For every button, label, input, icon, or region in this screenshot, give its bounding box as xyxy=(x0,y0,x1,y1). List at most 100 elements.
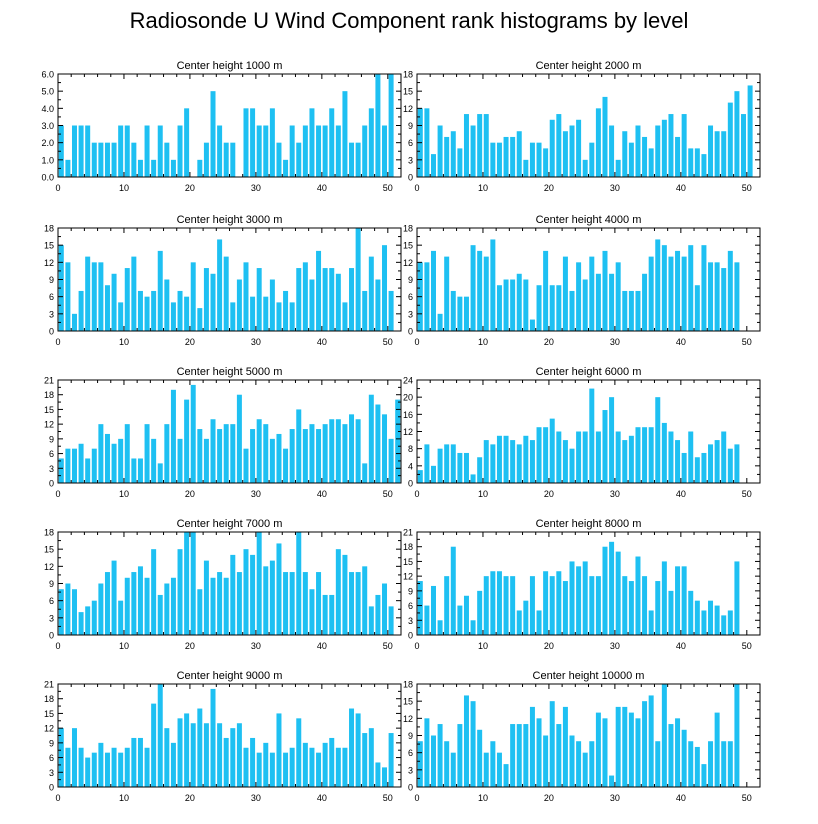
histogram-bar xyxy=(708,125,714,177)
histogram-bar xyxy=(655,239,661,331)
histogram-bar xyxy=(516,724,522,787)
x-tick-label: 50 xyxy=(383,183,393,193)
histogram-bar xyxy=(701,764,707,787)
histogram-bar xyxy=(609,775,615,787)
histogram-bar xyxy=(727,448,733,483)
histogram-bar xyxy=(510,136,516,177)
histogram-bar xyxy=(688,148,694,177)
histogram-bar xyxy=(203,268,209,331)
histogram-bar xyxy=(523,724,529,787)
y-tick-label: 21 xyxy=(44,680,54,690)
histogram-bar xyxy=(157,125,163,177)
histogram-bar xyxy=(85,757,91,787)
histogram-bar xyxy=(197,159,203,177)
histogram-bar xyxy=(302,572,308,635)
histogram-bar xyxy=(289,429,295,483)
histogram-bar xyxy=(368,256,374,331)
histogram-bar xyxy=(104,433,110,483)
histogram-bar xyxy=(71,125,77,177)
histogram-bar xyxy=(503,764,509,787)
histogram-bar xyxy=(137,159,143,177)
histogram-bar xyxy=(642,427,648,483)
histogram-bar xyxy=(543,735,549,787)
panel-title: Center height 3000 m xyxy=(177,214,283,226)
histogram-bar xyxy=(263,424,269,483)
histogram-bar xyxy=(688,741,694,787)
histogram-bar xyxy=(635,427,641,483)
y-tick-label: 15 xyxy=(403,697,413,707)
histogram-bar xyxy=(104,572,110,635)
histogram-bar xyxy=(269,752,275,787)
x-tick-label: 10 xyxy=(119,489,129,499)
histogram-bar xyxy=(342,424,348,483)
x-tick-label: 50 xyxy=(742,793,752,803)
histogram-bar xyxy=(98,583,104,635)
histogram-bar xyxy=(118,125,124,177)
histogram-bar xyxy=(329,737,335,787)
histogram-bar xyxy=(615,431,621,483)
x-tick-label: 40 xyxy=(317,489,327,499)
x-tick-label: 50 xyxy=(742,641,752,651)
histogram-bar xyxy=(496,285,502,331)
histogram-bar xyxy=(589,142,595,177)
histogram-bar xyxy=(536,610,542,635)
histogram-bar xyxy=(85,606,91,635)
histogram-bar xyxy=(177,549,183,635)
histogram-bar xyxy=(395,399,401,483)
histogram-bar xyxy=(217,572,223,635)
histogram-bar xyxy=(628,142,634,177)
histogram-bar xyxy=(477,590,483,635)
histogram-bar xyxy=(483,752,489,787)
histogram-bar xyxy=(349,708,355,787)
histogram-bar xyxy=(595,273,601,331)
histogram-bar xyxy=(230,424,236,483)
histogram-bar xyxy=(661,684,667,787)
histogram-bar xyxy=(741,114,747,177)
x-tick-label: 40 xyxy=(317,337,327,347)
histogram-bar xyxy=(543,427,549,483)
histogram-bar xyxy=(382,414,388,483)
histogram-bar xyxy=(85,125,91,177)
histogram-bar xyxy=(437,724,443,787)
histogram-bar xyxy=(230,142,236,177)
histogram-bar xyxy=(681,452,687,483)
histogram-bar xyxy=(589,256,595,331)
histogram-bar xyxy=(184,532,190,635)
histogram-bar xyxy=(642,701,648,787)
histogram-bar xyxy=(223,142,229,177)
histogram-bar xyxy=(263,125,269,177)
histogram-bar xyxy=(609,541,615,635)
y-tick-label: 5.0 xyxy=(41,87,54,97)
histogram-panel: Center height 5000 m 0 3 6 9 12 15 18 21 0 10 20 30 4… xyxy=(44,366,402,499)
histogram-bar xyxy=(516,610,522,635)
histogram-bar xyxy=(230,728,236,787)
histogram-bar xyxy=(65,262,71,331)
x-tick-label: 40 xyxy=(676,489,686,499)
histogram-bar xyxy=(463,296,469,331)
histogram-bar xyxy=(382,583,388,635)
histogram-bar xyxy=(91,752,97,787)
histogram-bar xyxy=(217,723,223,787)
histogram-bar xyxy=(576,431,582,483)
histogram-bar xyxy=(302,742,308,787)
y-tick-label: 4.0 xyxy=(41,104,54,114)
panel-title: Center height 4000 m xyxy=(536,214,642,226)
histogram-bar xyxy=(368,606,374,635)
histogram-bar xyxy=(496,142,502,177)
histogram-bar xyxy=(490,239,496,331)
histogram-bar xyxy=(569,125,575,177)
x-tick-label: 30 xyxy=(610,183,620,193)
y-tick-label: 12 xyxy=(403,427,413,437)
histogram-bar xyxy=(256,268,262,331)
histogram-panel: Center height 1000 m 0.0 1.0 2.0 3.0 4.0 5.0 6.… xyxy=(41,60,402,193)
histogram-bar xyxy=(316,125,322,177)
histogram-bar xyxy=(342,302,348,331)
histogram-bar xyxy=(582,431,588,483)
x-tick-label: 0 xyxy=(55,793,60,803)
y-tick-label: 0 xyxy=(49,631,54,641)
histogram-bar xyxy=(503,435,509,483)
histogram-bar xyxy=(463,695,469,787)
histogram-bar xyxy=(424,718,430,787)
y-tick-label: 9 xyxy=(408,121,413,131)
